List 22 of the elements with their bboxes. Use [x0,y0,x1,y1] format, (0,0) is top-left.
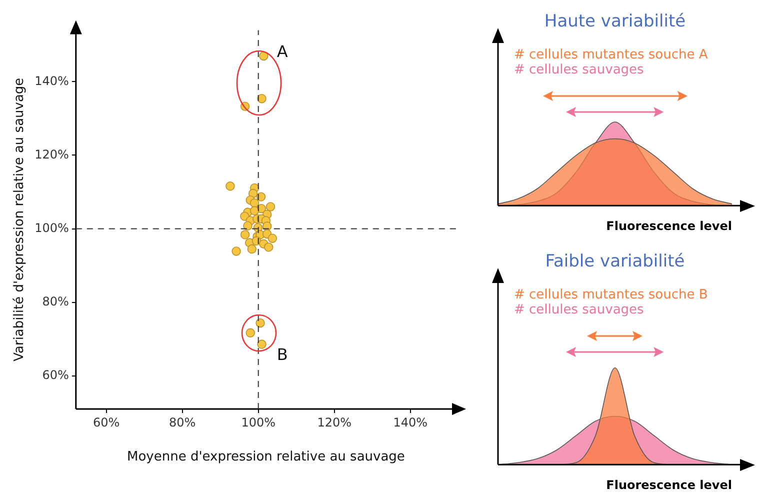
x-tick-label: 100% [241,415,276,430]
y-tick-label: 120% [34,147,69,162]
annotation: A [276,42,288,62]
text: # cellules sauvages [514,302,644,318]
y-tick-label: 60% [42,368,69,382]
y-axis-title: Variabilité d'expression relative au sauvage [12,78,28,362]
text: # cellules mutantes souche A [514,47,708,62]
y-tick-label: 140% [34,74,69,88]
annotation: B [276,345,288,364]
x-tick-label: 120% [317,415,352,430]
x-tick-label: 80% [168,415,196,430]
chart-title: Haute variabilité [544,12,686,32]
y-tick-label: 100% [34,220,69,235]
x-tick-label: 60% [92,415,120,430]
chart-title: Faible variabilité [545,252,685,272]
text: # cellules mutantes souche B [514,287,708,302]
text: # cellules sauvages [514,62,644,78]
x-axis-title: Fluorescence level [606,478,732,492]
x-axis-title: Fluorescence level [606,218,732,233]
x-axis-title: Moyenne d'expression relative au sauvage [126,450,405,465]
y-tick-label: 80% [42,294,69,308]
x-tick-label: 140% [393,415,428,430]
